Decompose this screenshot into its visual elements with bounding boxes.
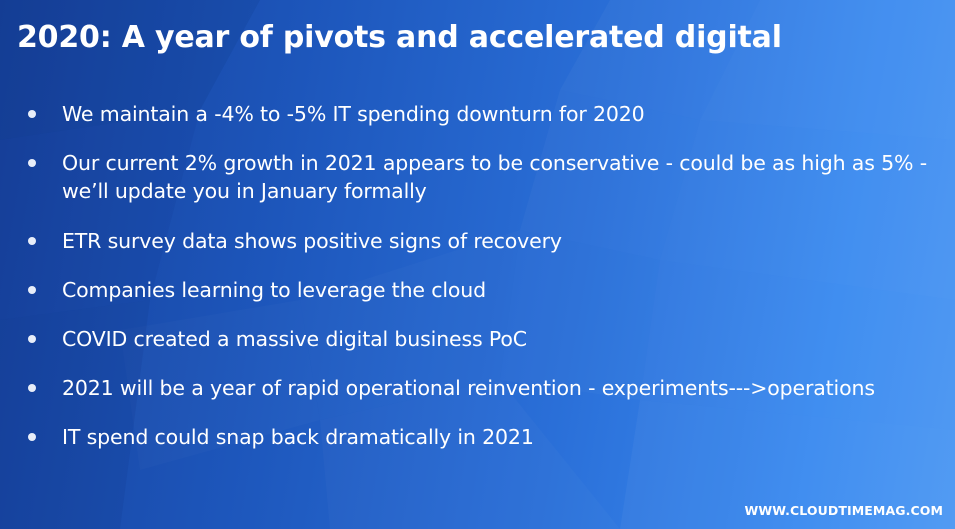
bullet-item: 2021 will be a year of rapid operational… [22, 374, 937, 402]
bullet-dot-icon [28, 159, 36, 167]
bullet-item: We maintain a -4% to -5% IT spending dow… [22, 100, 937, 128]
slide-title: 2020: A year of pivots and accelerated d… [17, 20, 782, 55]
bullet-dot-icon [28, 335, 36, 343]
bullet-text: 2021 will be a year of rapid operational… [62, 376, 875, 400]
bullet-item: Companies learning to leverage the cloud [22, 276, 937, 304]
bullet-dot-icon [28, 433, 36, 441]
bullet-list: We maintain a -4% to -5% IT spending dow… [22, 100, 937, 472]
bullet-text: COVID created a massive digital business… [62, 327, 527, 351]
bullet-text: IT spend could snap back dramatically in… [62, 425, 534, 449]
bullet-text: We maintain a -4% to -5% IT spending dow… [62, 102, 645, 126]
bullet-dot-icon [28, 384, 36, 392]
bullet-text: Companies learning to leverage the cloud [62, 278, 486, 302]
bullet-dot-icon [28, 237, 36, 245]
bullet-item: IT spend could snap back dramatically in… [22, 423, 937, 451]
bullet-text: ETR survey data shows positive signs of … [62, 229, 562, 253]
bullet-text: Our current 2% growth in 2021 appears to… [62, 151, 927, 203]
bullet-dot-icon [28, 286, 36, 294]
bullet-dot-icon [28, 110, 36, 118]
site-watermark: WWW.CLOUDTIMEMAG.COM [744, 503, 943, 518]
bullet-item: Our current 2% growth in 2021 appears to… [22, 149, 937, 205]
bullet-item: COVID created a massive digital business… [22, 325, 937, 353]
bullet-item: ETR survey data shows positive signs of … [22, 227, 937, 255]
